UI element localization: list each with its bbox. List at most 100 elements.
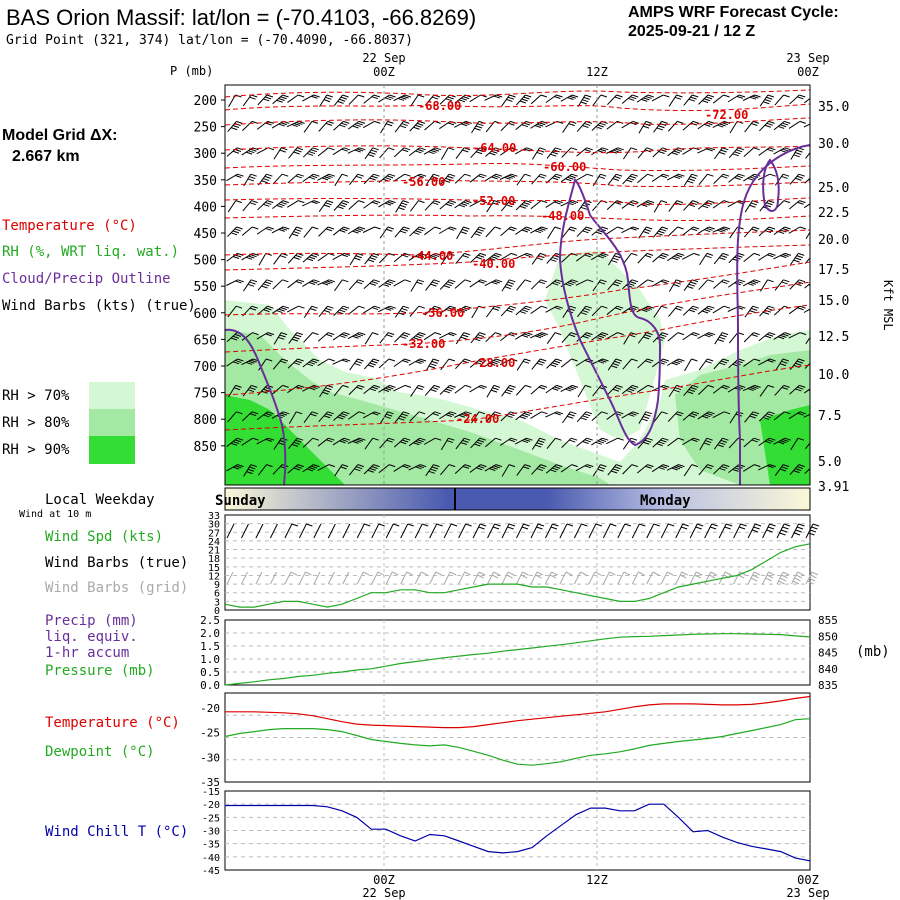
wind-barb [683,173,698,186]
wind-barb [347,226,366,235]
wind-barb [575,464,594,472]
wind-barb [621,226,640,234]
wind-barb [576,411,593,423]
wind-barb [319,384,334,398]
wind-barb [484,358,502,367]
wind-height-note: Wind at 10 m [19,509,92,520]
surface-wind-barb-grid [371,571,384,585]
surface-wind-barb-grid [501,571,515,585]
wind-barb [273,147,288,160]
wind-barb [515,411,533,421]
wind-barb [257,279,273,291]
wind-barb [348,305,365,315]
surface-wind-barb-grid [545,571,558,585]
pressure-right-tick: 840 [818,663,838,676]
height-tick: 35.0 [818,100,849,115]
panel-frame-pres [224,619,811,686]
wind-barb [712,384,730,394]
wind-barb [302,173,320,183]
contour-label: -40.00 [472,257,515,271]
wind-barb [621,384,639,395]
wind-barb [256,332,275,340]
wind-barb [364,147,379,160]
wind-barb [743,437,760,448]
wind-barb [606,332,624,340]
wind-barb [530,411,548,419]
surface-wind-barb-true [269,523,278,539]
wind-barb [636,384,654,393]
wind-barb [621,411,639,419]
contour-label: -48.00 [541,209,584,223]
wind-speed-tick: 18 [208,554,220,565]
wind-barb [606,226,624,235]
wind-barb [454,411,472,418]
wind-barb [486,384,500,398]
wind-barb [759,279,774,292]
contour-labels: -68.00 -72.00 -64.00 -60.00 -56.00 -52.0… [402,99,748,426]
pressure-tick: 600 [194,307,217,322]
surface-wind-barb-grid [530,571,544,585]
wind-barb [682,332,700,341]
surface-wind-barb-grid [443,571,457,585]
wind-barb [576,226,593,237]
wind-barb [242,411,259,422]
wind-barb [317,437,335,447]
wind-barb [698,173,714,185]
wind-barb [774,94,790,106]
temperature-tick: -20 [200,702,220,715]
wind-barb [363,384,381,394]
temperature-contours [225,89,810,431]
wind-barb [440,358,456,371]
wind-barb [516,173,531,186]
wind-barb [347,411,366,420]
wind-barb [789,173,805,185]
wind-barb [546,437,562,449]
surface-wind-barb-grid [660,571,674,585]
wind-barb [348,464,365,476]
wind-barb [379,437,395,449]
pressure-tick: 350 [194,174,217,189]
height-tick: 25.0 [818,181,849,196]
surface-wind-barb-grid [631,571,645,585]
wind-chill-tick: -35 [202,840,220,851]
model-grid-value: 2.667 km [12,148,80,165]
wind-barb [333,411,350,421]
wind-barb [531,437,546,450]
surface-wind-barb-true [530,523,545,539]
wind-chill-tick: -45 [202,866,220,877]
wind-barb [698,279,714,291]
wind-barb [272,173,289,185]
wind-barb [743,147,760,158]
wind-barb [530,332,548,339]
wind-barb [773,437,791,445]
legend-rh: RH (%, WRT liq. wat.) [2,244,180,260]
wind-barb [318,305,334,317]
surface-wind-barb-true [241,523,249,539]
height-axis-title: Kft MSL [881,280,895,331]
legend-rh90: RH > 90% [2,442,70,458]
wind-barb [394,305,410,318]
wind-barb [515,226,533,235]
wind-barb [302,437,319,448]
wind-barb [363,173,380,185]
wind-barb [773,411,791,421]
wind-barb [469,279,487,288]
wind-barb [773,147,791,155]
pressure-axis-ticks: 200 250 300 350 400 450 500 550 600 650 700 750 800 8… [194,94,225,455]
pressure-tick: 450 [194,227,217,242]
top-date-left: 22 Sep [362,51,405,65]
wind-barb [363,305,381,314]
wind-barb [758,120,775,132]
legend-rh80: RH > 80% [2,415,70,431]
wind-barb [363,464,380,475]
contour-label: -68.00 [418,99,461,113]
surface-wind-barb-grid [414,571,428,585]
height-tick: 10.0 [818,368,849,383]
wind-barb [241,332,259,341]
wind-barb [697,305,715,315]
wind-barb [485,305,501,318]
wind-barb [317,173,335,181]
wind-barb [698,384,715,395]
wind-barb [318,226,335,237]
wind-barb [228,94,242,108]
